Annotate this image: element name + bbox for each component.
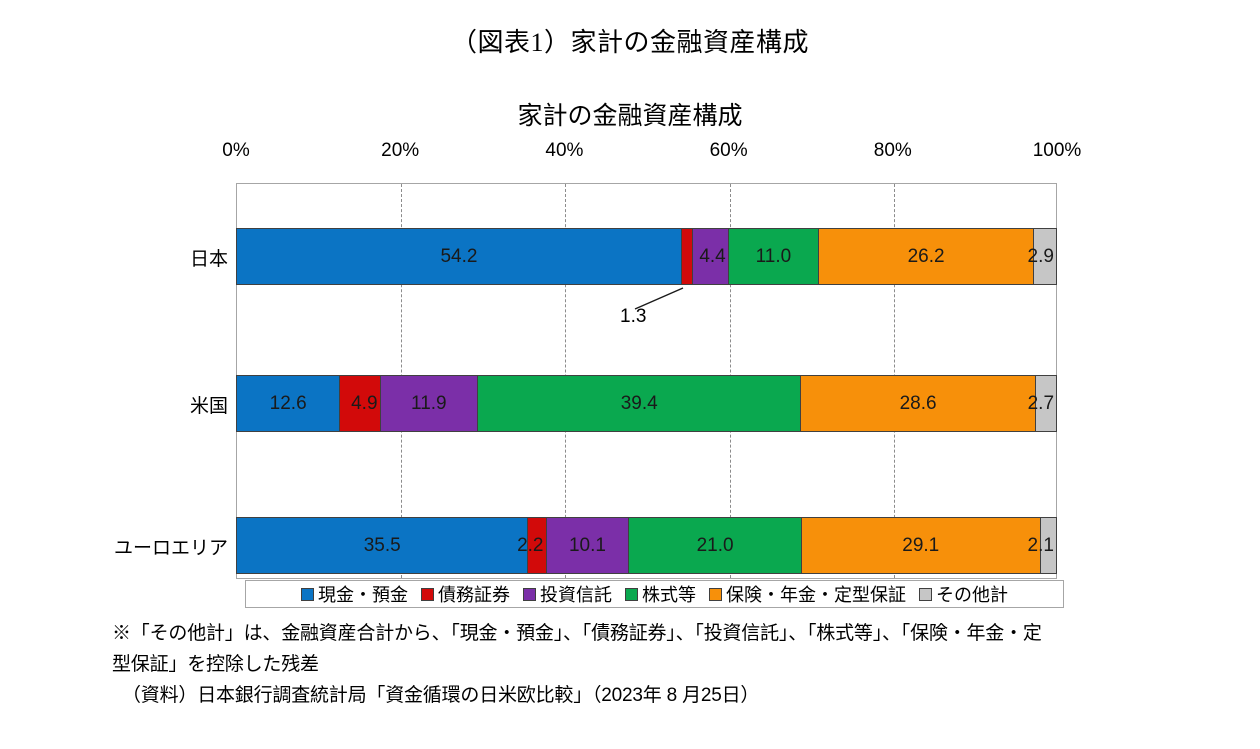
footnotes: ※「その他計」は、金融資産合計から、「現金・預金」、「債務証券」、「投資信託」、… bbox=[112, 618, 1142, 711]
x-tick-60: 60% bbox=[709, 140, 748, 161]
legend-label: 株式等 bbox=[642, 585, 696, 605]
bar-value-label: 21.0 bbox=[696, 534, 734, 556]
category-label-3: ユーロエリア bbox=[113, 537, 228, 559]
legend-swatch-icon bbox=[919, 587, 932, 601]
bar-value-label: 10.1 bbox=[568, 534, 606, 556]
legend-swatch-icon bbox=[301, 587, 314, 601]
bar-segment-2-5: 28.6 bbox=[800, 375, 1035, 432]
bar-segment-3-6: 2.1 bbox=[1028, 517, 1057, 574]
bar-value-label: 12.6 bbox=[269, 392, 307, 414]
legend-label: その他計 bbox=[936, 585, 1008, 605]
bar-segment-2-4: 39.4 bbox=[477, 375, 801, 432]
chart-title: 家計の金融資産構成 bbox=[517, 102, 743, 130]
legend-swatch-icon bbox=[709, 587, 722, 601]
bar-value-label: 11.9 bbox=[411, 392, 447, 414]
legend-item-5[interactable]: 保険・年金・定型保証 bbox=[709, 581, 906, 607]
bar-segment-3-1: 35.5 bbox=[236, 517, 528, 574]
legend-swatch-icon bbox=[421, 587, 434, 601]
bar-segment-3-3: 10.1 bbox=[545, 517, 629, 574]
bar-value-label: 29.1 bbox=[902, 534, 940, 556]
bar-segment-1-5: 26.2 bbox=[818, 228, 1034, 285]
bar-value-label: 35.5 bbox=[363, 534, 401, 556]
bar-segment-2-6: 2.7 bbox=[1028, 375, 1058, 432]
legend-label: 投資信託 bbox=[540, 585, 612, 605]
bar-segment-1-6: 2.9 bbox=[1028, 228, 1057, 285]
bar-segment-2-2: 4.9 bbox=[339, 375, 380, 432]
callout-label: 1.3 bbox=[620, 306, 647, 327]
bar-value-label: 39.4 bbox=[620, 392, 658, 414]
x-axis-tick-labels: 0% 20% 40% 60% 80% 100% bbox=[0, 140, 1260, 166]
bar-segment-3-4: 21.0 bbox=[628, 517, 801, 574]
bar-value-label: 26.2 bbox=[907, 245, 945, 267]
chart-legend: 現金・預金 債務証券 投資信託 株式等 保険・年金・定型保証 その他計 bbox=[245, 580, 1064, 608]
legend-item-4[interactable]: 株式等 bbox=[625, 581, 696, 607]
legend-item-6[interactable]: その他計 bbox=[919, 581, 1008, 607]
bar-segment-1-3: 4.4 bbox=[691, 228, 728, 285]
category-label-2: 米国 bbox=[189, 395, 228, 417]
bar-segment-2-1: 12.6 bbox=[236, 375, 340, 432]
bar-row-3: 35.5 2.2 10.1 21.0 29.1 2.1 bbox=[236, 517, 1057, 574]
legend-label: 現金・預金 bbox=[318, 585, 408, 605]
bar-value-label: 54.2 bbox=[440, 245, 478, 267]
legend-swatch-icon bbox=[523, 587, 536, 601]
bar-value-label: 4.9 bbox=[351, 392, 378, 414]
bar-segment-1-1: 54.2 bbox=[236, 228, 681, 285]
figure-title: （図表1）家計の金融資産構成 bbox=[450, 28, 809, 57]
legend-item-1[interactable]: 現金・預金 bbox=[301, 581, 408, 607]
x-tick-80: 80% bbox=[873, 140, 912, 161]
bar-segment-2-3: 11.9 bbox=[379, 375, 478, 432]
bar-segment-3-2: 2.2 bbox=[517, 517, 546, 574]
bar-segment-1-4: 11.0 bbox=[727, 228, 819, 285]
legend-item-3[interactable]: 投資信託 bbox=[523, 581, 612, 607]
bar-row-2: 12.6 4.9 11.9 39.4 28.6 2.7 bbox=[236, 375, 1058, 432]
bar-value-label: 28.6 bbox=[899, 392, 937, 414]
legend-swatch-icon bbox=[625, 587, 638, 601]
x-tick-0: 0% bbox=[222, 140, 250, 161]
source-line: （資料）日本銀行調査統計局「資金循環の日米欧比較」（2023年 8 月25日） bbox=[122, 685, 760, 706]
footnote-line-2: 型保証」を控除した残差 bbox=[112, 654, 319, 675]
bar-row-1: 54.2 1.3 4.4 11.0 26.2 2.9 bbox=[236, 228, 1057, 285]
legend-item-2[interactable]: 債務証券 bbox=[421, 581, 510, 607]
bar-value-label: 4.4 bbox=[699, 245, 726, 267]
x-tick-40: 40% bbox=[545, 140, 584, 161]
x-tick-100: 100% bbox=[1032, 140, 1082, 161]
bar-value-label: 11.0 bbox=[755, 245, 792, 267]
legend-label: 保険・年金・定型保証 bbox=[726, 585, 906, 605]
bar-segment-1-2: 1.3 bbox=[680, 228, 692, 285]
bar-segment-3-5: 29.1 bbox=[800, 517, 1040, 574]
footnote-line-1: ※「その他計」は、金融資産合計から、「現金・預金」、「債務証券」、「投資信託」、… bbox=[112, 623, 1042, 644]
x-tick-20: 20% bbox=[381, 140, 420, 161]
legend-label: 債務証券 bbox=[438, 585, 510, 605]
category-label-1: 日本 bbox=[189, 248, 228, 270]
